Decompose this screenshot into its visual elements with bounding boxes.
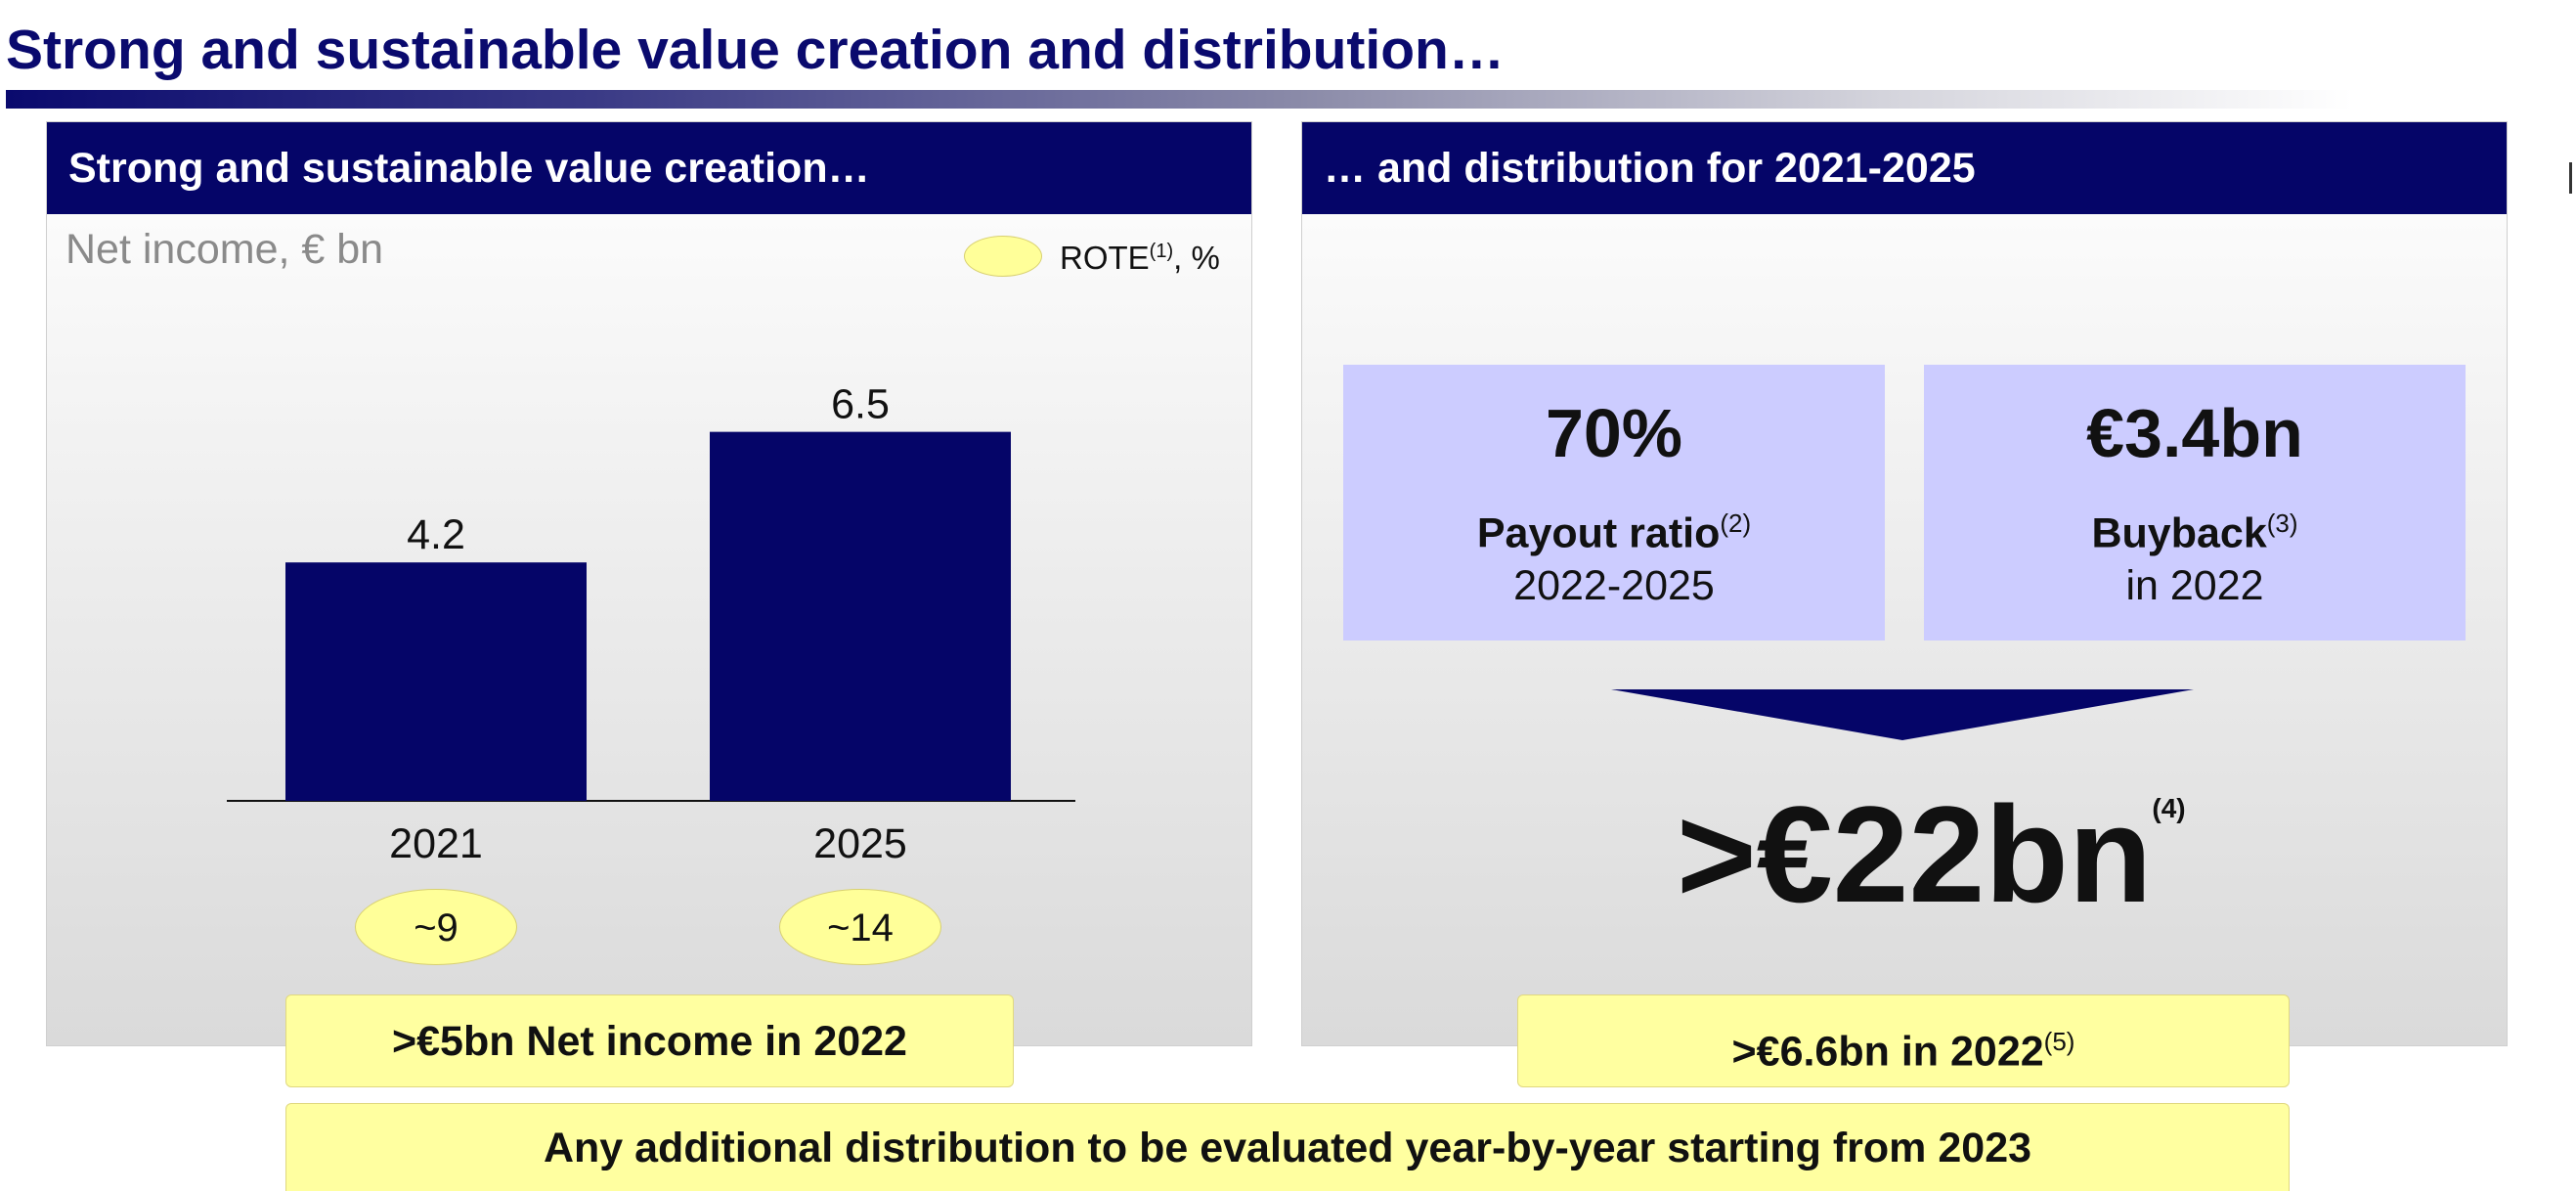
additional-distribution-note: Any additional distribution to be evalua…	[285, 1103, 2290, 1191]
payout-ratio-period: 2022-2025	[1513, 562, 1715, 609]
payout-ratio-label-line: Payout ratio(2)	[1343, 508, 1885, 557]
payout-ratio-label: Payout ratio	[1476, 509, 1721, 557]
net-income-bar-chart: 4.2 2021 6.5 2025	[227, 381, 1075, 867]
payout-ratio-box: 70% Payout ratio(2) 2022-2025	[1343, 365, 1885, 640]
payout-ratio-value: 70%	[1545, 395, 1683, 471]
x-tick-label-2025: 2025	[813, 820, 907, 867]
rote-legend-footnote: (1)	[1149, 241, 1174, 262]
data-label-2021: 4.2	[407, 511, 465, 558]
buyback-value: €3.4bn	[2086, 395, 2303, 471]
rote-value-2025: ~14	[779, 889, 941, 965]
bar-2025	[710, 431, 1011, 801]
rote-legend-label: ROTE	[1060, 240, 1150, 276]
slide-edge-mark	[2569, 162, 2572, 194]
page-title: Strong and sustainable value creation an…	[6, 19, 1505, 81]
buyback-period: in 2022	[2125, 562, 2264, 609]
buyback-label-line: Buyback(3)	[1924, 508, 2466, 557]
title-underline-gradient	[6, 90, 2352, 109]
value-creation-panel: Strong and sustainable value creation… N…	[46, 121, 1252, 1046]
buyback-box: €3.4bn Buyback(3) in 2022	[1924, 365, 2466, 640]
distribution-header: … and distribution for 2021-2025	[1302, 122, 2507, 214]
buyback-label: Buyback	[2091, 509, 2267, 557]
rote-legend-swatch	[964, 236, 1042, 277]
rote-value-2021: ~9	[355, 889, 517, 965]
total-distribution-value: >€22bn	[1677, 777, 2153, 931]
bar-2021	[285, 562, 587, 801]
down-arrow-icon	[1611, 689, 2194, 740]
data-label-2025: 6.5	[831, 381, 890, 428]
distribution-2022-footnote: (5)	[2043, 1027, 2075, 1056]
value-creation-header: Strong and sustainable value creation…	[47, 122, 1251, 214]
rote-legend-text: ROTE(1), %	[1060, 240, 1220, 277]
buyback-footnote: (3)	[2266, 508, 2298, 538]
distribution-2022-text: >€6.6bn in 2022	[1731, 1028, 2044, 1076]
x-tick-label-2021: 2021	[389, 820, 483, 867]
total-distribution: >€22bn(4)	[1677, 775, 2186, 934]
rote-legend-unit: , %	[1173, 240, 1220, 276]
net-income-unit-label: Net income, € bn	[65, 226, 384, 273]
payout-ratio-footnote: (2)	[1720, 508, 1752, 538]
distribution-panel: … and distribution for 2021-2025 70% Pay…	[1301, 121, 2508, 1046]
distribution-2022-callout: >€6.6bn in 2022(5)	[1517, 994, 2290, 1087]
total-distribution-footnote: (4)	[2152, 793, 2186, 823]
net-income-2022-callout: >€5bn Net income in 2022	[285, 994, 1014, 1087]
